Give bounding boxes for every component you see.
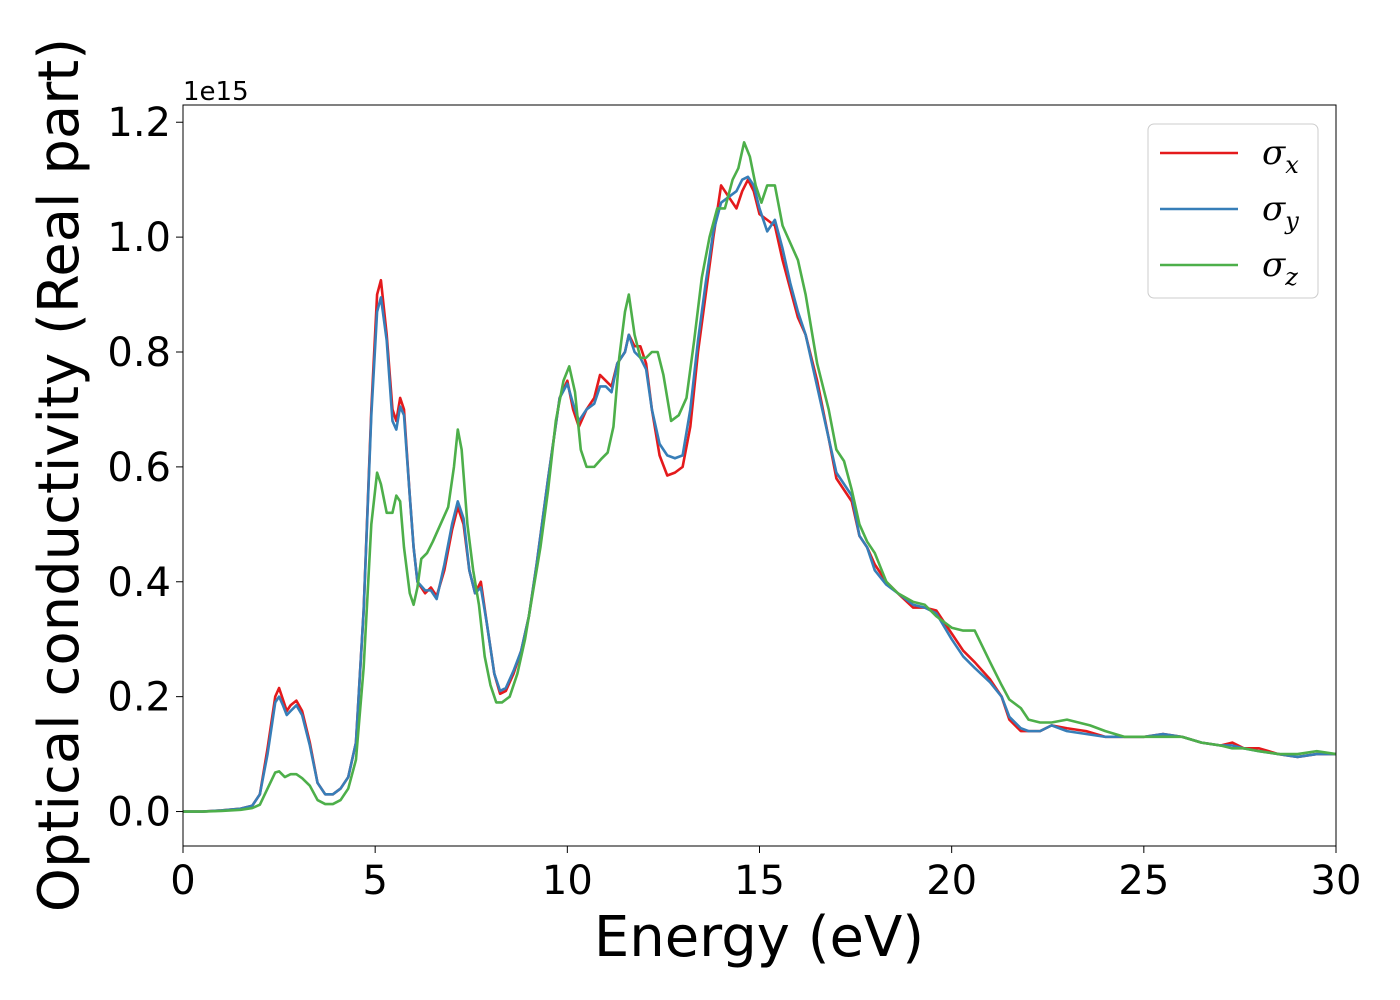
y-axis-label: Optical conductivity (Real part): [27, 38, 92, 912]
legend-box: [1147, 123, 1319, 299]
y-tick-label: 0.6: [107, 445, 171, 491]
y-tick-label: 1.2: [107, 100, 171, 146]
series-line-z: [183, 141, 1337, 813]
series-line-y: [183, 175, 1336, 813]
legend-label-x: σx: [1262, 133, 1299, 179]
x-tick-label: 30: [1311, 858, 1362, 904]
legend-label-y: σy: [1262, 189, 1299, 235]
y-tick-label: 0.4: [107, 560, 171, 606]
y-tick-label: 1.0: [107, 215, 171, 261]
y-axis-ticks: 0.0 0.2 0.4 0.6 0.8 1.0 1.2: [107, 100, 183, 836]
legend-label-z: σz: [1262, 245, 1298, 291]
legend: σx σy σz: [1147, 123, 1319, 299]
x-tick-label: 25: [1118, 858, 1169, 904]
y-tick-label: 0.0: [107, 790, 171, 836]
series-layer: [183, 141, 1337, 813]
x-tick-label: 15: [734, 858, 785, 904]
y-offset-text: 1e15: [183, 77, 249, 107]
y-tick-label: 0.8: [107, 330, 171, 376]
x-tick-label: 10: [542, 858, 593, 904]
x-tick-label: 5: [362, 858, 387, 904]
x-axis-ticks: 0 5 10 15 20 25 30: [170, 846, 1361, 904]
x-axis-label: Energy (eV): [594, 905, 924, 970]
x-tick-label: 20: [926, 858, 977, 904]
y-tick-label: 0.2: [107, 675, 171, 721]
x-tick-label: 0: [170, 858, 195, 904]
plot-background: [183, 105, 1336, 846]
